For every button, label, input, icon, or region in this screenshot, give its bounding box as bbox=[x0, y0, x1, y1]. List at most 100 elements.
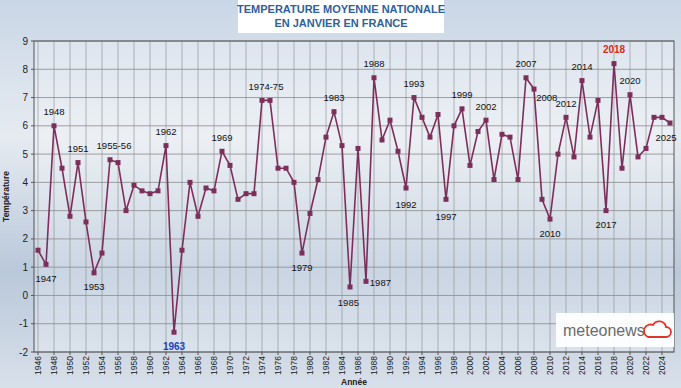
marker bbox=[132, 183, 137, 188]
x-tick-label: 1968 bbox=[209, 356, 219, 375]
marker bbox=[556, 152, 561, 157]
marker bbox=[276, 166, 281, 171]
marker bbox=[124, 208, 129, 213]
x-tick-label: 1974 bbox=[257, 356, 267, 375]
marker bbox=[268, 98, 273, 103]
y-tick-label: 0 bbox=[22, 290, 28, 301]
y-tick-labels: -2-10123456789 bbox=[19, 36, 34, 358]
x-grid-line bbox=[134, 41, 135, 352]
logo: meteonews bbox=[556, 313, 674, 347]
x-tick-label: 2002 bbox=[481, 356, 491, 375]
marker bbox=[92, 270, 97, 275]
x-tick-label: 1996 bbox=[433, 356, 443, 375]
marker bbox=[60, 166, 65, 171]
marker bbox=[436, 112, 441, 117]
x-tick bbox=[646, 352, 647, 355]
x-tick bbox=[614, 352, 615, 355]
marker bbox=[412, 95, 417, 100]
marker bbox=[180, 248, 185, 253]
y-tick-label: 2 bbox=[22, 233, 28, 244]
marker bbox=[36, 248, 41, 253]
x-tick bbox=[358, 352, 359, 355]
marker bbox=[628, 92, 633, 97]
x-tick bbox=[518, 352, 519, 355]
y-tick-label: 9 bbox=[22, 36, 28, 47]
x-tick-label: 1998 bbox=[449, 356, 459, 375]
marker bbox=[508, 135, 513, 140]
x-tick-label: 1950 bbox=[65, 356, 75, 375]
y-grid-line bbox=[34, 295, 674, 296]
x-tick-label: 1972 bbox=[241, 356, 251, 375]
marker bbox=[532, 87, 537, 92]
y-tick bbox=[31, 210, 34, 211]
marker bbox=[572, 154, 577, 159]
x-grid-line bbox=[486, 41, 487, 352]
x-tick bbox=[342, 352, 343, 355]
x-tick bbox=[454, 352, 455, 355]
x-tick-label: 1992 bbox=[401, 356, 411, 375]
marker bbox=[580, 78, 585, 83]
marker bbox=[188, 180, 193, 185]
grid bbox=[34, 41, 674, 352]
marker bbox=[332, 109, 337, 114]
marker bbox=[652, 115, 657, 120]
marker bbox=[428, 135, 433, 140]
annotations: 19471948195119531955-561962196319691974-… bbox=[35, 44, 676, 352]
marker bbox=[44, 262, 49, 267]
x-grid-line bbox=[646, 41, 647, 352]
x-tick-label: 1966 bbox=[193, 356, 203, 375]
x-tick bbox=[662, 352, 663, 355]
y-tick-label: 1 bbox=[22, 262, 28, 273]
x-tick-label: 2000 bbox=[465, 356, 475, 375]
y-tick-label: 6 bbox=[22, 120, 28, 131]
x-tick-label: 2008 bbox=[529, 356, 539, 375]
marker bbox=[380, 137, 385, 142]
x-tick bbox=[70, 352, 71, 355]
annotation: 1955-56 bbox=[97, 140, 132, 151]
x-tick-label: 2018 bbox=[609, 356, 619, 375]
y-tick-label: -1 bbox=[19, 318, 28, 329]
x-tick bbox=[294, 352, 295, 355]
annotation: 2017 bbox=[595, 219, 616, 230]
x-grid-line bbox=[662, 41, 663, 352]
annotation: 1974-75 bbox=[249, 81, 284, 92]
x-grid-line bbox=[54, 41, 55, 352]
title-box bbox=[238, 0, 444, 33]
y-tick bbox=[31, 182, 34, 183]
annotation: 1983 bbox=[323, 92, 344, 103]
x-tick-label: 1984 bbox=[337, 356, 347, 375]
x-tick-label: 1960 bbox=[145, 356, 155, 375]
x-tick-label: 2016 bbox=[593, 356, 603, 375]
y-tick-label: 3 bbox=[22, 205, 28, 216]
x-tick-label: 1986 bbox=[353, 356, 363, 375]
marker bbox=[668, 120, 673, 125]
marker bbox=[324, 135, 329, 140]
x-tick bbox=[278, 352, 279, 355]
marker bbox=[644, 146, 649, 151]
x-grid-line bbox=[166, 41, 167, 352]
marker bbox=[84, 219, 89, 224]
annotation: 2020 bbox=[619, 75, 640, 86]
marker bbox=[468, 163, 473, 168]
x-tick bbox=[310, 352, 311, 355]
x-tick bbox=[54, 352, 55, 355]
y-tick-label: 8 bbox=[22, 64, 28, 75]
marker bbox=[220, 149, 225, 154]
title: TEMPERATURE MOYENNE NATIONALE bbox=[237, 3, 445, 15]
marker bbox=[356, 146, 361, 151]
y-tick-label: -2 bbox=[19, 347, 28, 358]
x-tick-label: 1988 bbox=[369, 356, 379, 375]
marker bbox=[460, 106, 465, 111]
x-tick bbox=[582, 352, 583, 355]
x-tick-label: 2012 bbox=[561, 356, 571, 375]
x-tick bbox=[246, 352, 247, 355]
annotation: 1997 bbox=[435, 211, 456, 222]
marker bbox=[76, 160, 81, 165]
marker bbox=[68, 214, 73, 219]
x-tick bbox=[502, 352, 503, 355]
marker bbox=[284, 166, 289, 171]
marker bbox=[620, 166, 625, 171]
y-tick-label: 7 bbox=[22, 92, 28, 103]
annotation: 2002 bbox=[475, 101, 496, 112]
marker bbox=[636, 154, 641, 159]
